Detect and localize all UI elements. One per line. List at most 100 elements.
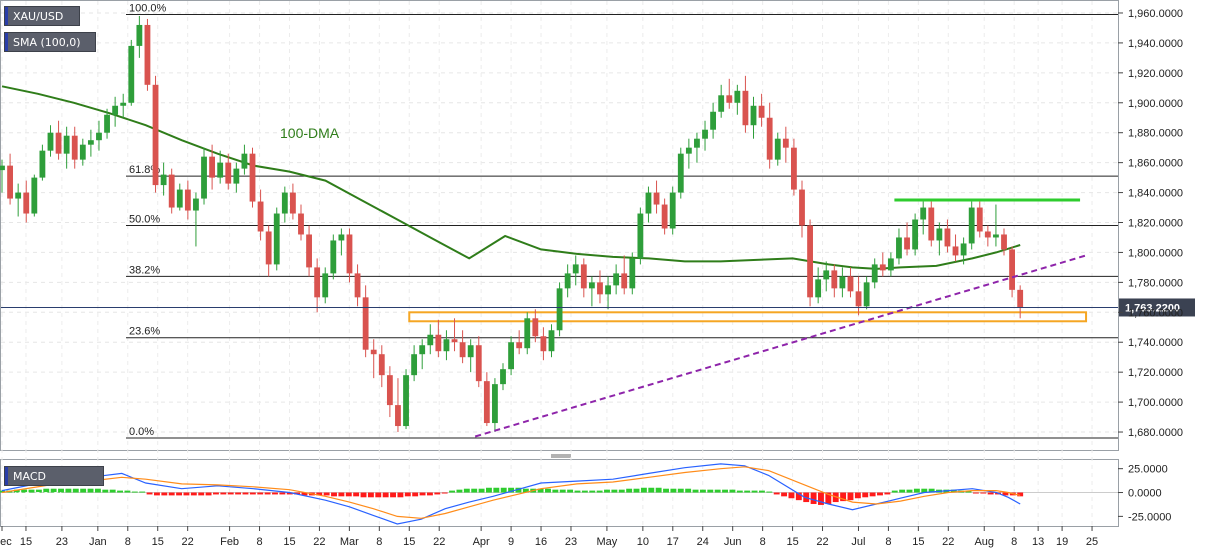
macd-histogram-bar xyxy=(0,490,5,493)
macd-histogram-bar xyxy=(382,492,389,498)
x-tick-label: Jun xyxy=(724,536,742,548)
candle-body xyxy=(524,318,531,349)
last-price-tag xyxy=(1119,298,1195,317)
candle-body xyxy=(265,231,272,265)
candle-body xyxy=(104,114,110,133)
macd-histogram-bar xyxy=(685,488,692,493)
macd-histogram-bar xyxy=(714,489,721,493)
candle-body xyxy=(750,105,757,126)
candle-body xyxy=(249,153,256,202)
candle-body xyxy=(403,375,409,427)
candle-body xyxy=(637,213,644,259)
macd-histogram-bar xyxy=(72,488,79,493)
macd-histogram-bar xyxy=(176,492,183,496)
fib-level-label: 100.0% xyxy=(129,2,167,14)
macd-histogram-bar xyxy=(58,488,64,493)
macd-histogram-bar xyxy=(124,490,131,493)
x-tick-label: 9 xyxy=(508,536,514,548)
macd-histogram-bar xyxy=(515,487,522,493)
candle-body xyxy=(791,147,797,190)
candle-body xyxy=(120,102,127,106)
macd-histogram-bar xyxy=(884,492,891,495)
fib-level-label: 0.0% xyxy=(129,426,154,438)
fib-level-label: 38.2% xyxy=(129,264,160,276)
candle-body xyxy=(378,354,385,376)
macd-histogram-bar xyxy=(471,488,478,493)
candle-body xyxy=(847,276,854,292)
x-tick-label: 8 xyxy=(125,536,131,548)
last-price-label: 1,763.2200 xyxy=(1125,302,1180,314)
x-tick-label: Aug xyxy=(974,536,994,548)
y-tick-label: 1,920.0000 xyxy=(1128,68,1183,80)
macd-histogram-bar xyxy=(581,490,588,493)
macd-histogram-bar xyxy=(854,492,861,499)
x-tick-label: 19 xyxy=(1056,536,1068,548)
candle-body xyxy=(685,147,692,154)
candle-body xyxy=(855,291,862,307)
sma-label[interactable]: SMA (100,0) xyxy=(4,32,96,52)
macd-y-tick-label: 0.0000 xyxy=(1128,488,1162,500)
candle-body xyxy=(645,192,652,214)
candle-body xyxy=(346,234,353,274)
macd-histogram-bar xyxy=(648,487,655,493)
x-tick-label: 22 xyxy=(433,536,445,548)
macd-histogram-bar xyxy=(390,492,396,498)
macd-text: MACD (12,26,9) xyxy=(13,470,64,503)
x-tick-label: 22 xyxy=(942,536,954,548)
candle-body xyxy=(710,111,717,130)
macd-histogram-bar xyxy=(279,492,286,495)
macd-histogram-bar xyxy=(1017,492,1024,497)
candle-body xyxy=(15,192,22,199)
candle-body xyxy=(1009,249,1016,290)
macd-histogram-bar xyxy=(486,487,492,493)
macd-histogram-bar xyxy=(508,487,515,493)
macd-histogram-bar xyxy=(670,488,677,493)
macd-line xyxy=(1,463,1021,525)
candle-body xyxy=(597,282,603,295)
y-tick-label: 1,740.0000 xyxy=(1128,337,1183,349)
candle-body xyxy=(225,162,232,184)
candle-body xyxy=(281,192,288,214)
macd-histogram-bar xyxy=(161,492,168,496)
candle-body xyxy=(1017,289,1024,308)
macd-histogram-bar xyxy=(235,492,242,495)
instrument-label[interactable]: XAU/USD xyxy=(4,6,80,26)
x-tick-label: 25 xyxy=(1086,536,1098,548)
candle-body xyxy=(176,189,183,208)
fib-level-label: 23.6% xyxy=(129,326,160,338)
x-tick-label: 15 xyxy=(912,536,924,548)
x-tick-label: 22 xyxy=(816,536,828,548)
x-tick-label: 8 xyxy=(1011,536,1017,548)
x-tick-label: 22 xyxy=(182,536,194,548)
candle-body xyxy=(233,168,240,184)
candle-body xyxy=(459,342,466,358)
macd-histogram-bar xyxy=(220,492,227,495)
macd-histogram-bar xyxy=(65,488,72,493)
macd-histogram-bar xyxy=(43,488,50,493)
candle-body xyxy=(993,234,999,238)
macd-histogram-bar xyxy=(987,492,994,495)
candle-body xyxy=(395,405,401,427)
annotation-100-dma: 100-DMA xyxy=(280,125,340,141)
macd-histogram-bar xyxy=(294,492,301,495)
x-tick-label: 8 xyxy=(885,536,891,548)
y-tick-label: 1,860.0000 xyxy=(1128,158,1183,170)
macd-histogram-bar xyxy=(13,489,20,493)
candle-body xyxy=(257,201,264,232)
candle-body xyxy=(152,84,159,186)
macd-histogram-bar xyxy=(950,489,957,493)
macd-histogram-bar xyxy=(323,492,330,496)
macd-histogram-bar xyxy=(965,490,972,493)
y-tick-label: 1,760.0000 xyxy=(1128,307,1183,319)
macd-histogram-bar xyxy=(758,490,765,493)
candle-body xyxy=(451,339,458,343)
candle-body xyxy=(588,282,595,289)
candle-body xyxy=(47,132,54,151)
candle-body xyxy=(136,24,143,46)
macd-histogram-bar xyxy=(426,492,433,496)
candle-body xyxy=(500,369,506,385)
macd-label[interactable]: MACD (12,26,9) xyxy=(4,466,104,503)
candle-body xyxy=(354,273,361,298)
macd-histogram-bar xyxy=(736,490,743,493)
